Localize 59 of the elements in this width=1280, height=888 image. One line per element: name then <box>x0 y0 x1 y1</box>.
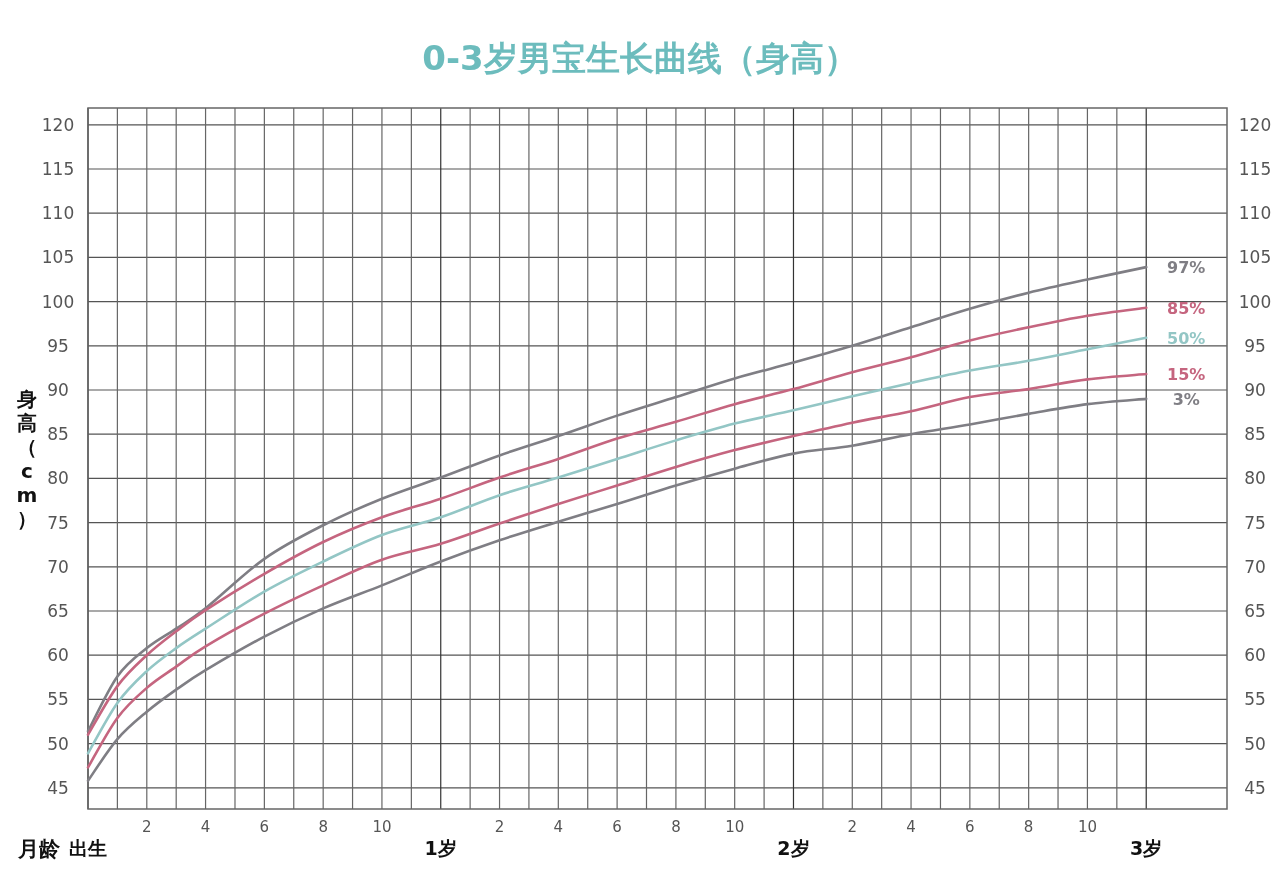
y-tick-label: 65 <box>47 600 69 621</box>
annotation: 2 <box>494 818 505 836</box>
y-tick-label: 100 <box>41 291 75 312</box>
annotation: 10 <box>1077 818 1097 836</box>
annotation: 6 <box>965 818 975 836</box>
y2-tick-label: 65 <box>1244 600 1266 621</box>
y-tick-label: 85 <box>47 424 69 445</box>
y2-tick-label: 110 <box>1238 203 1272 224</box>
x-axis-title: 月龄 <box>17 837 61 861</box>
annotation: 2 <box>847 818 858 836</box>
x-tick-label: 2岁 <box>777 837 810 859</box>
series-label: 85% <box>1167 298 1206 318</box>
annotation: 2 <box>142 818 152 836</box>
x-tick-label: 3岁 <box>1130 837 1163 859</box>
y2-tick-label: 70 <box>1244 556 1266 577</box>
y-tick-label: 105 <box>41 247 75 268</box>
y2-tick-label: 115 <box>1238 158 1272 179</box>
annotation: 6 <box>259 818 270 836</box>
x-tick-label: 1岁 <box>424 837 457 859</box>
annotation: 8 <box>1023 818 1034 836</box>
y-tick-label: 115 <box>41 158 75 179</box>
y-tick-label: 50 <box>47 733 69 754</box>
series-label: 97% <box>1167 258 1206 278</box>
y2-tick-label: 60 <box>1244 645 1266 666</box>
y2-tick-label: 45 <box>1244 777 1266 798</box>
y2-tick-label: 85 <box>1244 424 1266 445</box>
y-tick-label: 75 <box>47 512 69 533</box>
y2-tick-label: 50 <box>1244 733 1266 754</box>
annotation: 8 <box>671 818 681 836</box>
annotation: 10 <box>372 818 392 836</box>
annotation: 8 <box>318 818 328 836</box>
y2-tick-label: 100 <box>1238 291 1272 312</box>
y-tick-label: 120 <box>41 114 75 135</box>
y-tick-label: 95 <box>47 335 69 356</box>
title: 0-3岁男宝生长曲线（身高） <box>422 38 858 78</box>
y-tick-label: 70 <box>47 556 69 577</box>
y-tick-label: 110 <box>41 203 75 224</box>
y2-tick-label: 75 <box>1244 512 1266 533</box>
x-tick-label: 出生 <box>69 837 107 859</box>
y2-tick-label: 120 <box>1238 114 1272 135</box>
annotation: 4 <box>200 818 211 836</box>
series-label: 50% <box>1167 328 1206 348</box>
y2-tick-label: 55 <box>1244 689 1266 710</box>
y-tick-label: 60 <box>47 645 69 666</box>
annotation: 4 <box>553 818 564 836</box>
y-tick-label: 90 <box>47 379 69 400</box>
y-tick-label: 55 <box>47 689 69 710</box>
annotation: 6 <box>612 818 622 836</box>
y2-tick-label: 90 <box>1244 379 1266 400</box>
y-tick-label: 45 <box>47 777 69 798</box>
y2-tick-label: 105 <box>1238 247 1272 268</box>
annotation: 10 <box>725 818 745 836</box>
annotation: 4 <box>906 818 916 836</box>
y-tick-label: 80 <box>47 468 69 489</box>
y2-tick-label: 80 <box>1244 468 1266 489</box>
series-label: 3% <box>1172 389 1200 409</box>
y-axis-title: 身高（cm） <box>16 387 38 531</box>
series-label: 15% <box>1167 365 1206 385</box>
y2-tick-label: 95 <box>1244 335 1266 356</box>
